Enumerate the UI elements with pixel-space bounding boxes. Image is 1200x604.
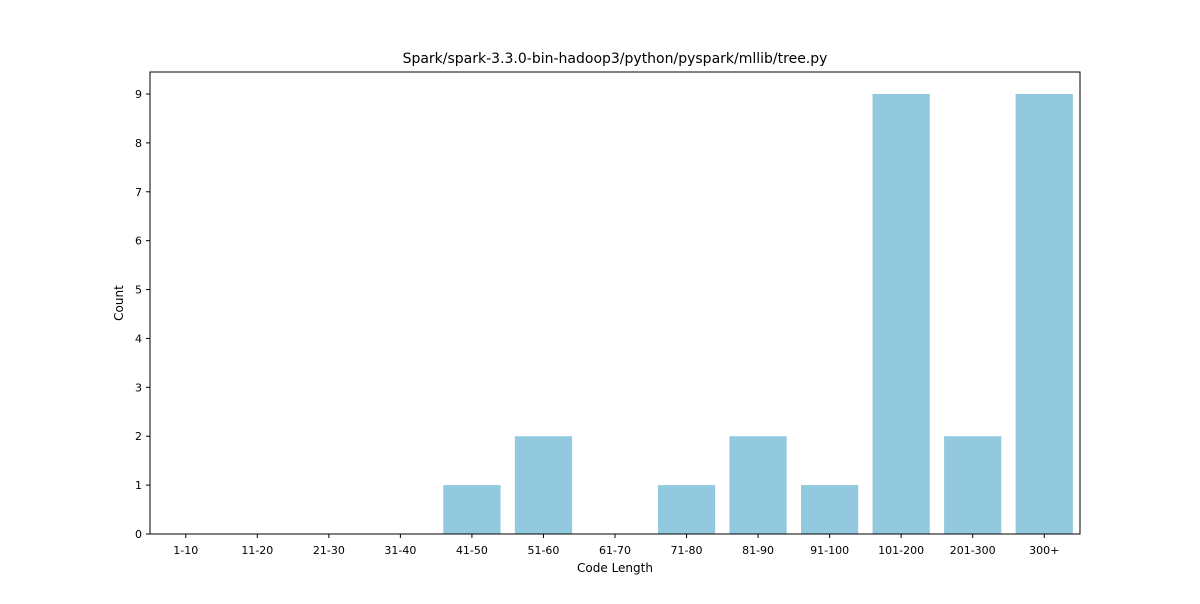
y-tick-label: 9 [135, 88, 142, 101]
y-tick-label: 7 [135, 186, 142, 199]
bar-51-60 [514, 436, 573, 534]
y-tick-label: 4 [135, 332, 142, 345]
bar-91-100 [801, 485, 859, 534]
x-axis-label: Code Length [577, 561, 653, 575]
bar-300+ [1015, 94, 1073, 534]
bar-71-80 [657, 485, 716, 534]
y-tick-label: 2 [135, 430, 142, 443]
x-tick-label: 300+ [1029, 544, 1059, 557]
bar-201-300 [944, 436, 1002, 534]
bar-81-90 [729, 436, 787, 534]
bar-41-50 [443, 485, 501, 534]
y-axis: 0 1 2 3 4 5 6 7 8 9 [135, 88, 150, 541]
x-tick-label: 91-100 [810, 544, 849, 557]
y-axis-label: Count [112, 285, 126, 321]
x-tick-label: 51-60 [527, 544, 559, 557]
y-tick-label: 3 [135, 381, 142, 394]
x-tick-label: 21-30 [313, 544, 345, 557]
y-tick-label: 0 [135, 528, 142, 541]
x-tick-label: 41-50 [456, 544, 488, 557]
x-tick-label: 71-80 [671, 544, 703, 557]
bar-101-200 [872, 94, 930, 534]
y-tick-label: 6 [135, 235, 142, 248]
y-tick-label: 1 [135, 479, 142, 492]
x-axis: 1-10 11-20 21-30 31-40 41-50 51-60 61-70 71-80 8… [173, 534, 1059, 557]
x-tick-label: 31-40 [384, 544, 416, 557]
y-tick-label: 5 [135, 284, 142, 297]
x-tick-label: 201-300 [950, 544, 996, 557]
y-tick-label: 8 [135, 137, 142, 150]
x-tick-label: 11-20 [241, 544, 273, 557]
x-tick-label: 1-10 [173, 544, 198, 557]
x-tick-label: 61-70 [599, 544, 631, 557]
bars-layer [443, 94, 1073, 534]
plot-frame [149, 71, 1081, 535]
x-tick-label: 81-90 [742, 544, 774, 557]
x-tick-label: 101-200 [878, 544, 924, 557]
chart-title: Spark/spark-3.3.0-bin-hadoop3/python/pys… [403, 51, 828, 67]
